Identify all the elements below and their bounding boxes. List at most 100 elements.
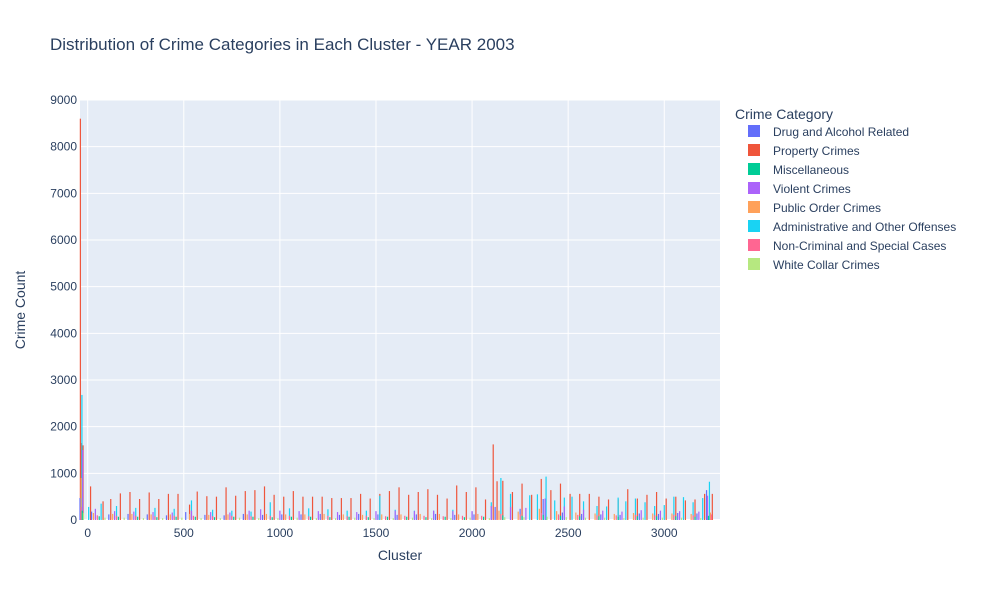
bar (375, 511, 377, 520)
bar (596, 515, 598, 520)
bar (369, 498, 371, 520)
bar (133, 511, 135, 520)
bar (215, 496, 218, 520)
bar (119, 493, 121, 520)
legend: Crime Category Drug and Alcohol Related P… (735, 106, 956, 272)
bar (646, 494, 648, 520)
bar (212, 509, 214, 520)
legend-item-label[interactable]: Miscellaneous (773, 163, 849, 177)
bar (627, 489, 629, 520)
bar (540, 513, 542, 520)
bar (450, 518, 452, 520)
bar (336, 512, 339, 520)
legend-item-label[interactable]: White Collar Crimes (773, 258, 880, 272)
bar (579, 516, 581, 520)
y-tick-label: 4000 (50, 326, 77, 340)
legend-item-label[interactable]: Drug and Alcohol Related (773, 125, 909, 139)
bar (252, 516, 254, 520)
bar (137, 516, 139, 520)
bar (661, 517, 663, 520)
bar (494, 506, 496, 520)
bar (659, 510, 662, 520)
bar (598, 496, 600, 520)
bar (484, 499, 487, 520)
bar (96, 515, 98, 520)
legend-swatch[interactable] (748, 144, 760, 156)
legend-swatch[interactable] (748, 239, 760, 251)
bar (212, 516, 214, 520)
legend-swatch[interactable] (748, 125, 760, 137)
bar (321, 496, 323, 520)
bar (575, 512, 577, 520)
bar (196, 491, 198, 520)
bar (381, 514, 383, 520)
bar (115, 515, 118, 520)
bar (227, 514, 229, 520)
bar (413, 511, 416, 520)
bar (655, 492, 658, 520)
bar (346, 516, 348, 520)
legend-item-label[interactable]: Non-Criminal and Special Cases (773, 239, 946, 253)
bar (563, 506, 565, 520)
bar (304, 514, 306, 520)
bar (582, 509, 585, 520)
bar (342, 514, 344, 520)
bar (406, 516, 408, 520)
bar (327, 509, 329, 520)
bar (634, 514, 637, 520)
bar (194, 516, 196, 520)
y-tick-label: 8000 (50, 140, 77, 154)
bar (655, 516, 658, 520)
bar (619, 514, 621, 520)
bar (208, 514, 210, 520)
bar (204, 514, 206, 520)
bar (623, 518, 625, 520)
bar (329, 517, 331, 520)
bar (396, 514, 398, 520)
bar (504, 517, 506, 520)
bar (652, 513, 654, 520)
bar (571, 496, 573, 520)
bar (185, 512, 187, 520)
legend-item-label[interactable]: Property Crimes (773, 144, 860, 158)
bar (561, 512, 564, 520)
bar (269, 502, 271, 520)
legend-item-label[interactable]: Violent Crimes (773, 182, 851, 196)
y-tick-label: 2000 (50, 420, 77, 434)
bar (677, 513, 679, 520)
bar (190, 510, 193, 520)
bar (244, 491, 246, 520)
bar (436, 494, 439, 520)
bar (458, 514, 460, 520)
bar (496, 481, 498, 520)
bar (231, 515, 233, 520)
bar (640, 510, 642, 520)
bar (475, 487, 477, 520)
bar (81, 510, 83, 520)
bar (671, 513, 673, 520)
bar (373, 518, 375, 520)
bar (265, 513, 268, 520)
y-axis-ticks: 0 1000 2000 3000 4000 5000 6000 7000 8000 9000 (50, 93, 77, 527)
legend-swatch[interactable] (748, 220, 760, 232)
bar (584, 517, 587, 520)
bar (346, 510, 348, 520)
legend-swatch[interactable] (748, 258, 760, 270)
bar (404, 515, 406, 520)
bar (644, 502, 646, 520)
bar (117, 516, 120, 520)
bar (569, 493, 571, 520)
bar (279, 510, 281, 520)
legend-item-label[interactable]: Administrative and Other Offenses (773, 220, 956, 234)
legend-item-label[interactable]: Public Order Crimes (773, 201, 881, 215)
bar (707, 515, 710, 520)
bar (156, 517, 158, 520)
bar (698, 511, 700, 520)
bar (158, 499, 160, 520)
bar (615, 515, 617, 520)
legend-swatch[interactable] (748, 182, 760, 194)
legend-swatch[interactable] (748, 163, 760, 175)
bar (588, 493, 590, 520)
legend-swatch[interactable] (748, 201, 760, 213)
bar (394, 510, 396, 520)
